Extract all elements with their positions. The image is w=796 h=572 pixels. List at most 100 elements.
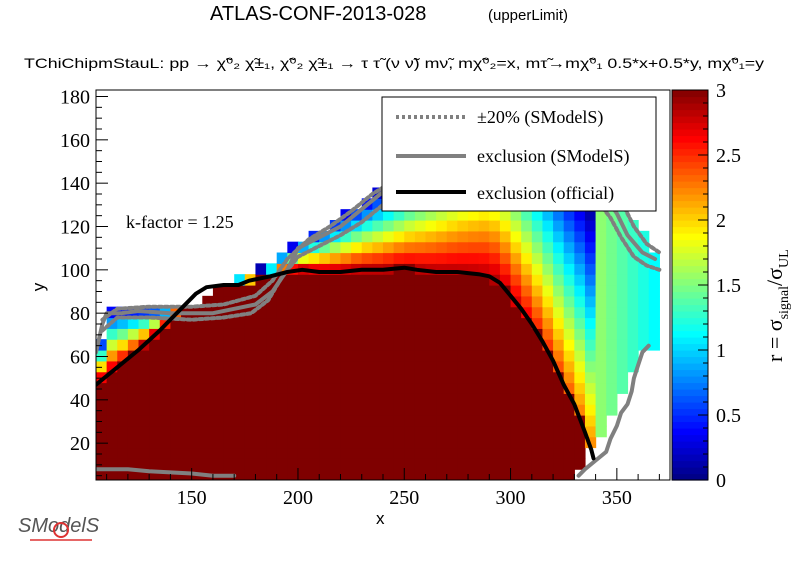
heatmap-cell: [606, 295, 618, 308]
heatmap-cell: [96, 436, 108, 449]
heatmap-cell: [127, 360, 140, 373]
heatmap-cell: [319, 382, 331, 394]
heatmap-cell: [553, 393, 565, 405]
heatmap-cell: [170, 382, 182, 394]
heatmap-cell: [457, 425, 469, 438]
heatmap-cell: [319, 458, 331, 470]
heatmap-cell: [521, 371, 533, 384]
heatmap-cell: [584, 252, 597, 264]
heatmap-cell: [425, 371, 437, 384]
heatmap-cell: [457, 447, 469, 459]
heatmap-cell: [436, 371, 448, 384]
color-bar-segment: [672, 298, 708, 306]
heatmap-cell: [616, 339, 629, 351]
legend: ±20% (SModelS) exclusion (SModelS) exclu…: [381, 96, 657, 212]
heatmap-cell: [404, 230, 416, 243]
heatmap-cell: [425, 415, 437, 427]
heatmap-cell: [329, 339, 342, 351]
heatmap-cell: [457, 393, 469, 405]
heatmap-cell: [244, 415, 257, 427]
heatmap-cell: [234, 404, 246, 416]
color-bar-segment: [672, 233, 708, 241]
heatmap-cell: [446, 447, 459, 459]
heatmap-cell: [531, 371, 544, 384]
heatmap-cell: [383, 436, 395, 449]
heatmap-cell: [266, 382, 278, 394]
heatmap-cell: [574, 371, 586, 384]
heatmap-cell: [574, 274, 586, 286]
heatmap-cell: [276, 350, 288, 362]
heatmap-cell: [159, 328, 172, 340]
heatmap-cell: [372, 415, 384, 427]
heatmap-cell: [542, 436, 554, 449]
heatmap-cell: [329, 317, 342, 329]
heatmap-cell: [595, 306, 607, 319]
heatmap-cell: [202, 382, 214, 394]
heatmap-cell: [308, 447, 320, 459]
heatmap-cell: [223, 458, 235, 470]
heatmap-cell: [616, 295, 629, 308]
heatmap-cell: [96, 382, 108, 394]
heatmap-cell: [531, 382, 544, 394]
heatmap-cell: [499, 404, 512, 416]
heatmap-cell: [361, 404, 373, 416]
heatmap-cell: [489, 241, 501, 254]
heatmap-cell: [287, 274, 299, 286]
y-tick-label: 180: [60, 87, 90, 109]
heatmap-cell: [404, 295, 416, 308]
heatmap-cell: [468, 447, 480, 459]
heatmap-cell: [414, 252, 427, 264]
heatmap-cell: [329, 436, 342, 449]
heatmap-cell: [414, 469, 427, 480]
heatmap-cell: [319, 404, 331, 416]
heatmap-cell: [340, 382, 352, 394]
heatmap-cell: [266, 393, 278, 405]
heatmap-cell: [446, 339, 459, 351]
heatmap-cell: [553, 317, 565, 329]
heatmap-cell: [404, 306, 416, 319]
z-tick-label: 1: [716, 340, 726, 362]
heatmap-cell: [446, 241, 459, 254]
heatmap-cell: [499, 436, 512, 449]
heatmap-cell: [563, 382, 575, 394]
heatmap-cell: [351, 447, 363, 459]
heatmap-cell: [351, 382, 363, 394]
color-bar-segment: [672, 324, 708, 332]
z-tick-label: 2: [716, 210, 726, 232]
heatmap-cell: [510, 230, 522, 243]
heatmap-cell: [468, 469, 480, 480]
color-bar-segment: [672, 168, 708, 176]
heatmap-cell: [414, 436, 427, 449]
heatmap-cell: [181, 339, 193, 351]
heatmap-cell: [106, 350, 118, 362]
heatmap-cell: [202, 458, 214, 470]
heatmap-cell: [340, 220, 352, 232]
heatmap-cell: [276, 317, 288, 329]
heatmap-cell: [234, 447, 246, 459]
heatmap-cell: [648, 295, 660, 308]
heatmap-cell: [521, 382, 533, 394]
heatmap-cell: [361, 425, 373, 438]
official-exclusion-curve: [96, 265, 596, 461]
heatmap-cell: [489, 252, 501, 264]
heatmap-cell: [149, 360, 161, 373]
color-bar-segment: [672, 467, 708, 475]
heatmap-cell: [478, 274, 490, 286]
color-bar-segment: [672, 116, 708, 124]
heatmap-cell: [468, 371, 480, 384]
heatmap-cell: [393, 404, 405, 416]
heatmap-cell: [372, 360, 384, 373]
heatmap-cell: [627, 350, 639, 362]
heatmap-cell: [181, 447, 193, 459]
heatmap-cell: [181, 317, 193, 329]
heatmap-cell: [297, 425, 310, 438]
heatmap-cell: [638, 263, 650, 275]
heatmap-cell: [425, 404, 437, 416]
heatmap-cell: [553, 263, 565, 275]
heatmap-cell: [223, 382, 235, 394]
heatmap-cell: [563, 295, 575, 308]
heatmap-cell: [393, 436, 405, 449]
heatmap-cell: [319, 339, 331, 351]
heatmap-cell: [212, 458, 225, 470]
x-tick-label: 300: [496, 487, 526, 509]
